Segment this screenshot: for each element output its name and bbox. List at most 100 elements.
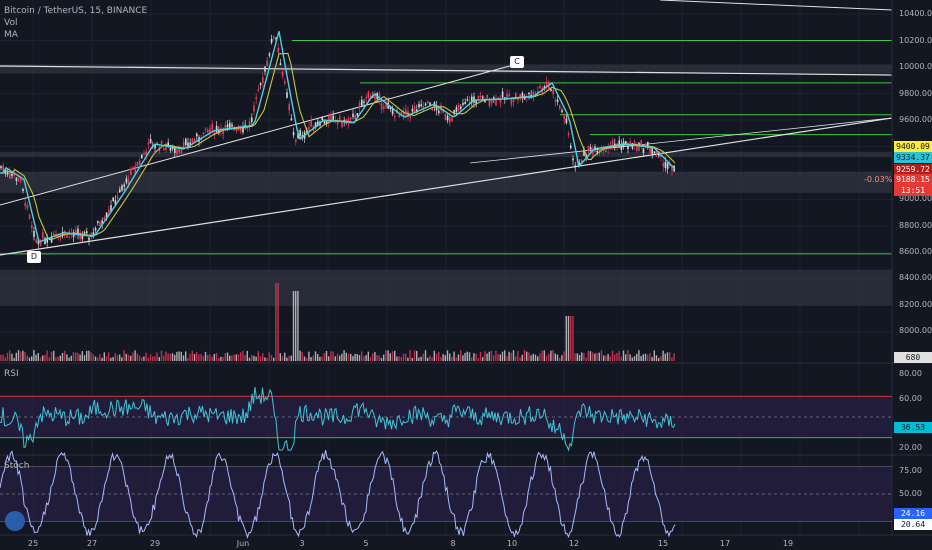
price-zone [0,64,892,74]
candle-body [178,148,180,153]
volume-bar [59,355,61,361]
volume-bar [149,354,152,361]
candle-body [600,146,603,151]
volume-bar [237,354,240,361]
candle-body [6,172,9,175]
ma-indicator-label[interactable]: MA [4,30,18,40]
volume-bar [207,354,209,361]
volume-bar [354,353,356,361]
volume-bar [592,352,594,361]
candle-body [284,81,286,84]
candle-body [174,147,176,153]
tradingview-logo[interactable] [5,511,25,531]
volume-bar [616,352,618,361]
candle-body [581,159,583,163]
candle-body [176,149,178,155]
candle-body [154,144,156,149]
candle-body [66,235,68,239]
volume-bar [334,356,336,361]
candle-body [255,97,257,100]
stoch-pane-label[interactable]: Stoch [4,461,30,471]
volume-bar [398,356,400,361]
volume-bar [473,353,475,361]
trendline-minor [469,117,893,164]
candle-body [207,129,209,133]
volume-bar [341,353,343,361]
candle-body [0,166,2,169]
volume-bar [242,350,244,361]
candle-body [53,233,55,237]
candle-body [141,154,143,159]
candle-body [328,115,330,123]
time-tick: 3 [299,539,305,548]
candle-body [202,132,205,135]
candle-body [385,101,387,108]
candle-body [501,91,504,98]
candle-body [488,99,491,107]
volume-bar [145,352,147,361]
volume-bar [574,353,576,361]
candle-body [662,163,664,167]
volume-bar [581,352,583,361]
time-tick: 15 [657,539,669,548]
stoch-line [0,449,676,539]
volume-bar [466,351,468,361]
candle-body [264,66,266,72]
countdown-tag: 13:51 [894,185,932,196]
volume-bar [2,354,4,361]
candle-body [405,109,407,114]
volume-bar [317,354,319,361]
volume-bar [266,357,268,361]
candle-body [418,103,420,108]
volume-bar [673,353,675,361]
volume-bar [385,350,387,361]
volume-bar [37,353,39,361]
volume-bar [336,353,339,361]
volume-bar [523,350,526,361]
volume-bar [154,356,156,361]
volume-bar [570,316,572,361]
volume-bar [488,351,490,361]
candle-body [99,221,101,227]
price-tick: 9800.00 [899,89,932,98]
volume-bar [273,357,275,361]
candle-body [457,104,460,111]
volume-bar [75,352,77,361]
price-tick: 8600.00 [899,247,932,256]
volume-bar [387,350,389,361]
candle-body [647,141,649,149]
time-tick: 27 [86,539,98,548]
candle-body [611,140,614,145]
volume-bar [224,353,226,361]
candle-body [231,124,233,127]
candle-body [127,180,130,184]
volume-bar [572,316,574,361]
volume-bar [462,355,464,361]
volume-bar [187,357,189,361]
volume-indicator-label[interactable]: Vol [4,18,18,28]
volume-bar [363,356,365,361]
candle-body [482,96,484,99]
candle-body [147,142,150,145]
volume-bar [460,350,462,361]
candle-body [108,209,110,213]
volume-bar [262,353,264,361]
volume-bar [391,351,394,361]
volume-bar [380,357,383,361]
volume-bar [539,353,541,361]
candle-body [229,122,231,128]
candle-body [398,115,400,117]
candle-body [222,131,224,135]
candle-body [121,185,123,191]
candle-body [649,147,651,153]
rsi-value-tag: 36.53 [894,422,932,433]
volume-bar [160,350,163,361]
candle-body [490,99,493,104]
candle-body [361,99,363,106]
volume-bar [455,357,457,361]
rsi-pane-label[interactable]: RSI [4,369,19,379]
volume-bar [53,350,55,361]
candle-body [440,105,442,111]
volume-bar [565,316,567,361]
